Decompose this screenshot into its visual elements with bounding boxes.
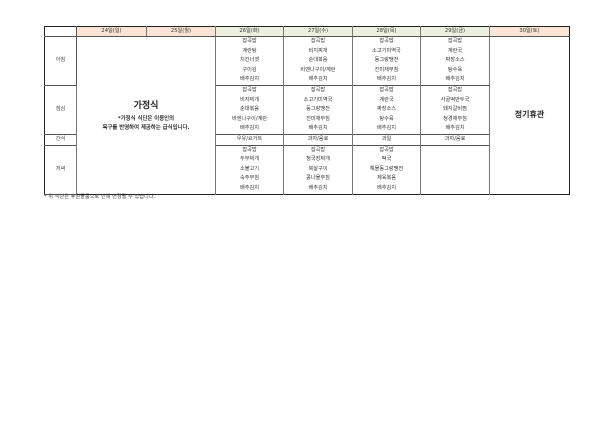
menu-row: 간식 우유/요거트 과자/음료 과일 과자/음료 (44, 133, 570, 146)
menu-row: 배추김치 배추김치 배추김치 배추김치 (45, 75, 570, 86)
menu-item: 배추김치 (352, 124, 421, 135)
menu-item: 배추김치 (283, 183, 353, 194)
home-meal-desc-1: *가정식 식단은 이용인의 (117, 115, 175, 122)
day-header: 29일(금) (420, 26, 490, 37)
menu-item: 진미채무침 (352, 65, 421, 76)
menu-item: 동그랑땡전 (283, 105, 353, 115)
menu-item: 잡곡밥 (352, 144, 421, 156)
menu-item: 비엔나구이/계란 (215, 114, 284, 125)
menu-item: 잡곡밥 (215, 36, 284, 47)
menu-item: 잡곡밥 (283, 36, 353, 47)
menu-row: 숙주무침 콩나물무침 제육볶음 (45, 174, 570, 184)
menu-item: 순대볶음 (283, 56, 353, 66)
menu-change-note: * 위 식단은 후원물품으로 인해 변경될 수 있습니다. (44, 194, 156, 200)
menu-item: 구이김 (215, 65, 284, 76)
menu-row: 배추김치 배추김치 배추김치 (45, 183, 570, 194)
menu-item: 잡곡밥 (215, 84, 284, 96)
menu-row: 배추김치 배추김치 배추김치 배추김치 (45, 124, 570, 135)
day-header: 30일(토) (489, 26, 570, 37)
menu-item: 청경채무침 (420, 114, 490, 125)
corner-cell (44, 26, 77, 37)
menu-item: 소고기미역국 (352, 46, 421, 57)
menu-item: 짜장소스 (420, 56, 490, 66)
menu-row: 비지찌개 소고기미역국 계란국 사골떡만두국 (45, 95, 570, 106)
menu-item: 떡국 (352, 155, 421, 165)
menu-item: 짜장소스 (352, 105, 421, 115)
menu-item: 우유/요거트 (215, 133, 284, 146)
menu-item: 배추김치 (352, 75, 421, 86)
day-header: 27일(수) (283, 26, 353, 37)
menu-item: 돼지갈비찜 (420, 105, 490, 115)
menu-row: 치킨너겟 순대볶음 동그랑땡전 짜장소스 (45, 56, 570, 66)
menu-item: 동그랑땡전 (352, 56, 421, 66)
menu-item: 청국장찌개 (283, 155, 353, 165)
menu-item: 잡곡밥 (215, 144, 284, 156)
menu-item: 치킨너겟 (215, 56, 284, 66)
meal-label: 점심 (44, 85, 77, 135)
menu-item: 비엔나구이/계란 (283, 65, 353, 76)
home-meal-title: 가정식 (133, 100, 159, 111)
menu-item: 잡곡밥 (420, 84, 490, 96)
menu-row: 비엔나구이/계란 진미채무침 탕수육 청경채무침 (45, 114, 570, 125)
closed-cell: 정기휴관 (489, 36, 570, 194)
menu-item: 숙주무침 (215, 174, 284, 184)
menu-item: 배추김치 (215, 75, 284, 86)
menu-item: 과자/음료 (283, 133, 353, 146)
menu-item: 두부찌개 (215, 155, 284, 165)
menu-item: 탕수육 (352, 114, 421, 125)
header-row: 24일(일) 25일(월) 26일(화) 27일(수) 28일(목) 29일(금) 30일(… (44, 26, 570, 37)
menu-item: 배추김치 (283, 124, 353, 135)
menu-row: 저녁 잡곡밥 잡곡밥 잡곡밥 (44, 144, 570, 195)
menu-item: 계란국 (420, 46, 490, 57)
empty-cell (420, 144, 490, 194)
menu-item: 배추김치 (420, 124, 490, 135)
menu-item: 소고기미역국 (283, 95, 353, 106)
menu-item: 진미채무침 (283, 114, 353, 125)
meal-menu-table: 24일(일) 25일(월) 26일(화) 27일(수) 28일(목) 29일(금) 30일(… (44, 26, 570, 195)
day-header: 28일(목) (352, 26, 421, 37)
menu-item: 배추김치 (215, 124, 284, 135)
home-meal-desc-2: 욕구를 반영하여 제공하는 급식입니다. (102, 124, 190, 131)
menu-row: 점심 잡곡밥 잡곡밥 잡곡밥 잡곡밥 (44, 84, 570, 135)
menu-item: 콩나물무침 (283, 174, 353, 184)
menu-item: 잡곡밥 (352, 36, 421, 47)
menu-row: 소불고기 북살구이 해물동그랑땡전 (45, 164, 570, 175)
menu-row: 구이김 비엔나구이/계란 진미채무침 탕수육 (45, 65, 570, 76)
menu-item: 배추김치 (215, 183, 284, 194)
menu-item: 배추김치 (283, 75, 353, 86)
menu-item: 잡곡밥 (420, 36, 490, 47)
menu-item: 잡곡밥 (283, 84, 353, 96)
menu-item: 비지찌개 (215, 95, 284, 106)
menu-item: 잡곡밥 (352, 84, 421, 96)
menu-item: 배추김치 (352, 183, 421, 194)
menu-item: 북살구이 (283, 164, 353, 175)
menu-item: 잡곡밥 (283, 144, 353, 156)
menu-item: 제육볶음 (352, 174, 421, 184)
menu-item: 과자/음료 (420, 133, 490, 146)
menu-item: 사골떡만두국 (420, 95, 490, 106)
day-header: 24일(일) (76, 26, 147, 37)
menu-item: 계란국 (352, 95, 421, 106)
day-header: 25일(월) (146, 26, 216, 37)
menu-item: 탕수육 (420, 65, 490, 76)
menu-row: 계란탕 비지찌개 소고기미역국 계란국 (45, 46, 570, 57)
menu-row: 순대볶음 동그랑땡전 짜장소스 돼지갈비찜 (45, 105, 570, 115)
meal-label: 저녁 (44, 145, 77, 195)
menu-item: 비지찌개 (283, 46, 353, 57)
meal-label: 아침 (44, 36, 77, 86)
day-header: 26일(화) (215, 26, 284, 37)
menu-item: 과일 (352, 133, 421, 146)
menu-item: 배추김치 (420, 75, 490, 86)
menu-item: 해물동그랑땡전 (352, 164, 421, 175)
menu-item: 계란탕 (215, 46, 284, 57)
menu-item: 순대볶음 (215, 105, 284, 115)
meal-label: 간식 (44, 134, 77, 146)
menu-row: 두부찌개 청국장찌개 떡국 (45, 155, 570, 165)
menu-item: 소불고기 (215, 164, 284, 175)
